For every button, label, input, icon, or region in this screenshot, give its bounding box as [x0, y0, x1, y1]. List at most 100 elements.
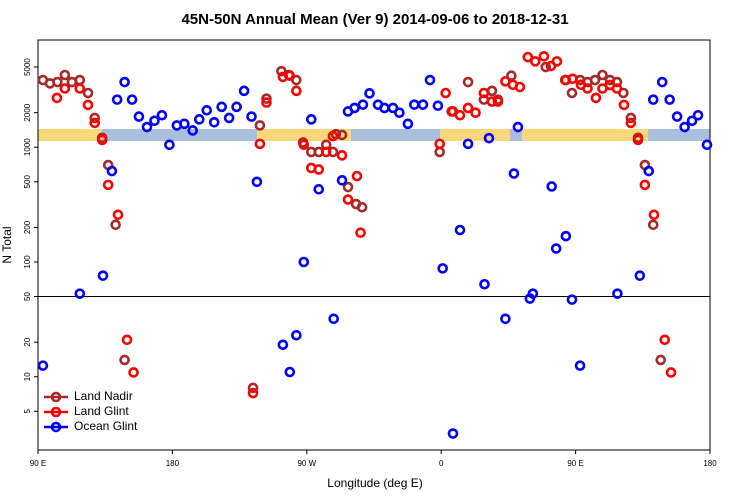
point — [89, 117, 101, 129]
point — [246, 111, 257, 122]
point — [566, 294, 578, 305]
point — [470, 107, 481, 118]
point — [478, 87, 490, 99]
point — [656, 76, 668, 88]
y-tick-label: 50 — [23, 292, 32, 301]
point — [447, 428, 459, 439]
point — [121, 334, 133, 346]
point — [692, 109, 704, 121]
point — [247, 387, 259, 399]
point — [187, 125, 199, 136]
point — [462, 102, 474, 114]
x-tick-label: 90 E — [30, 459, 46, 468]
point — [424, 74, 436, 86]
x-tick-label: 90 W — [297, 459, 316, 468]
point — [74, 288, 86, 299]
point — [74, 74, 86, 86]
point — [313, 164, 325, 175]
point — [179, 118, 190, 130]
point — [74, 83, 86, 94]
point — [351, 170, 363, 182]
point — [89, 112, 101, 124]
point — [106, 165, 118, 177]
point — [597, 69, 608, 81]
point — [336, 175, 348, 186]
point — [277, 339, 289, 351]
point — [540, 61, 552, 73]
point — [327, 130, 339, 142]
chart-title: 45N-50N Annual Mean (Ver 9) 2014-09-06 t… — [181, 11, 568, 28]
point — [208, 116, 220, 128]
point — [51, 92, 63, 104]
point — [647, 94, 659, 105]
point — [647, 219, 659, 231]
point — [126, 94, 138, 105]
point — [394, 107, 405, 118]
point — [141, 121, 153, 133]
point — [284, 70, 296, 82]
point — [665, 367, 677, 378]
point — [112, 209, 124, 221]
land-ocean-band — [38, 129, 710, 141]
point — [551, 56, 563, 67]
point — [52, 76, 63, 88]
point — [508, 168, 520, 179]
point — [639, 179, 651, 191]
point — [254, 138, 266, 150]
point — [432, 100, 444, 112]
point — [671, 111, 683, 122]
point — [566, 87, 578, 99]
point — [632, 134, 644, 146]
y-tick-label: 100 — [23, 255, 32, 269]
point — [659, 334, 671, 346]
point — [96, 134, 108, 146]
point — [356, 201, 368, 213]
point — [546, 181, 558, 192]
legend-marker — [50, 421, 62, 433]
plot-frame — [37, 39, 711, 451]
point — [437, 263, 448, 274]
point — [492, 96, 504, 107]
point — [251, 176, 263, 188]
y-tick-label: 5 — [23, 409, 32, 414]
point — [119, 354, 130, 366]
point — [655, 354, 667, 366]
point — [462, 138, 474, 150]
point — [342, 194, 354, 205]
point — [97, 270, 109, 281]
point — [82, 87, 94, 99]
point — [648, 209, 660, 221]
point — [560, 230, 572, 242]
point — [387, 102, 399, 114]
point — [355, 227, 366, 239]
y-tick-label: 10 — [23, 372, 32, 381]
point — [486, 96, 498, 107]
legend-label: Land Nadir — [74, 389, 133, 403]
point — [527, 288, 539, 299]
point — [643, 165, 655, 177]
point — [328, 313, 339, 325]
point — [514, 81, 526, 93]
land-band — [440, 129, 510, 141]
point — [261, 97, 272, 108]
point — [149, 115, 160, 127]
point — [291, 329, 302, 341]
point — [284, 366, 296, 378]
x-tick-label: 0 — [439, 459, 444, 468]
point — [164, 139, 175, 151]
point — [336, 150, 348, 161]
point — [582, 83, 593, 94]
point — [590, 92, 602, 104]
land-band — [522, 129, 648, 141]
point — [231, 101, 242, 113]
point — [320, 146, 332, 158]
point — [238, 85, 250, 97]
y-tick-label: 2000 — [23, 103, 32, 121]
point — [440, 87, 451, 99]
series — [37, 74, 713, 439]
point — [611, 83, 623, 94]
point — [506, 70, 517, 82]
point — [364, 88, 375, 99]
point — [313, 184, 325, 195]
point — [512, 121, 524, 133]
